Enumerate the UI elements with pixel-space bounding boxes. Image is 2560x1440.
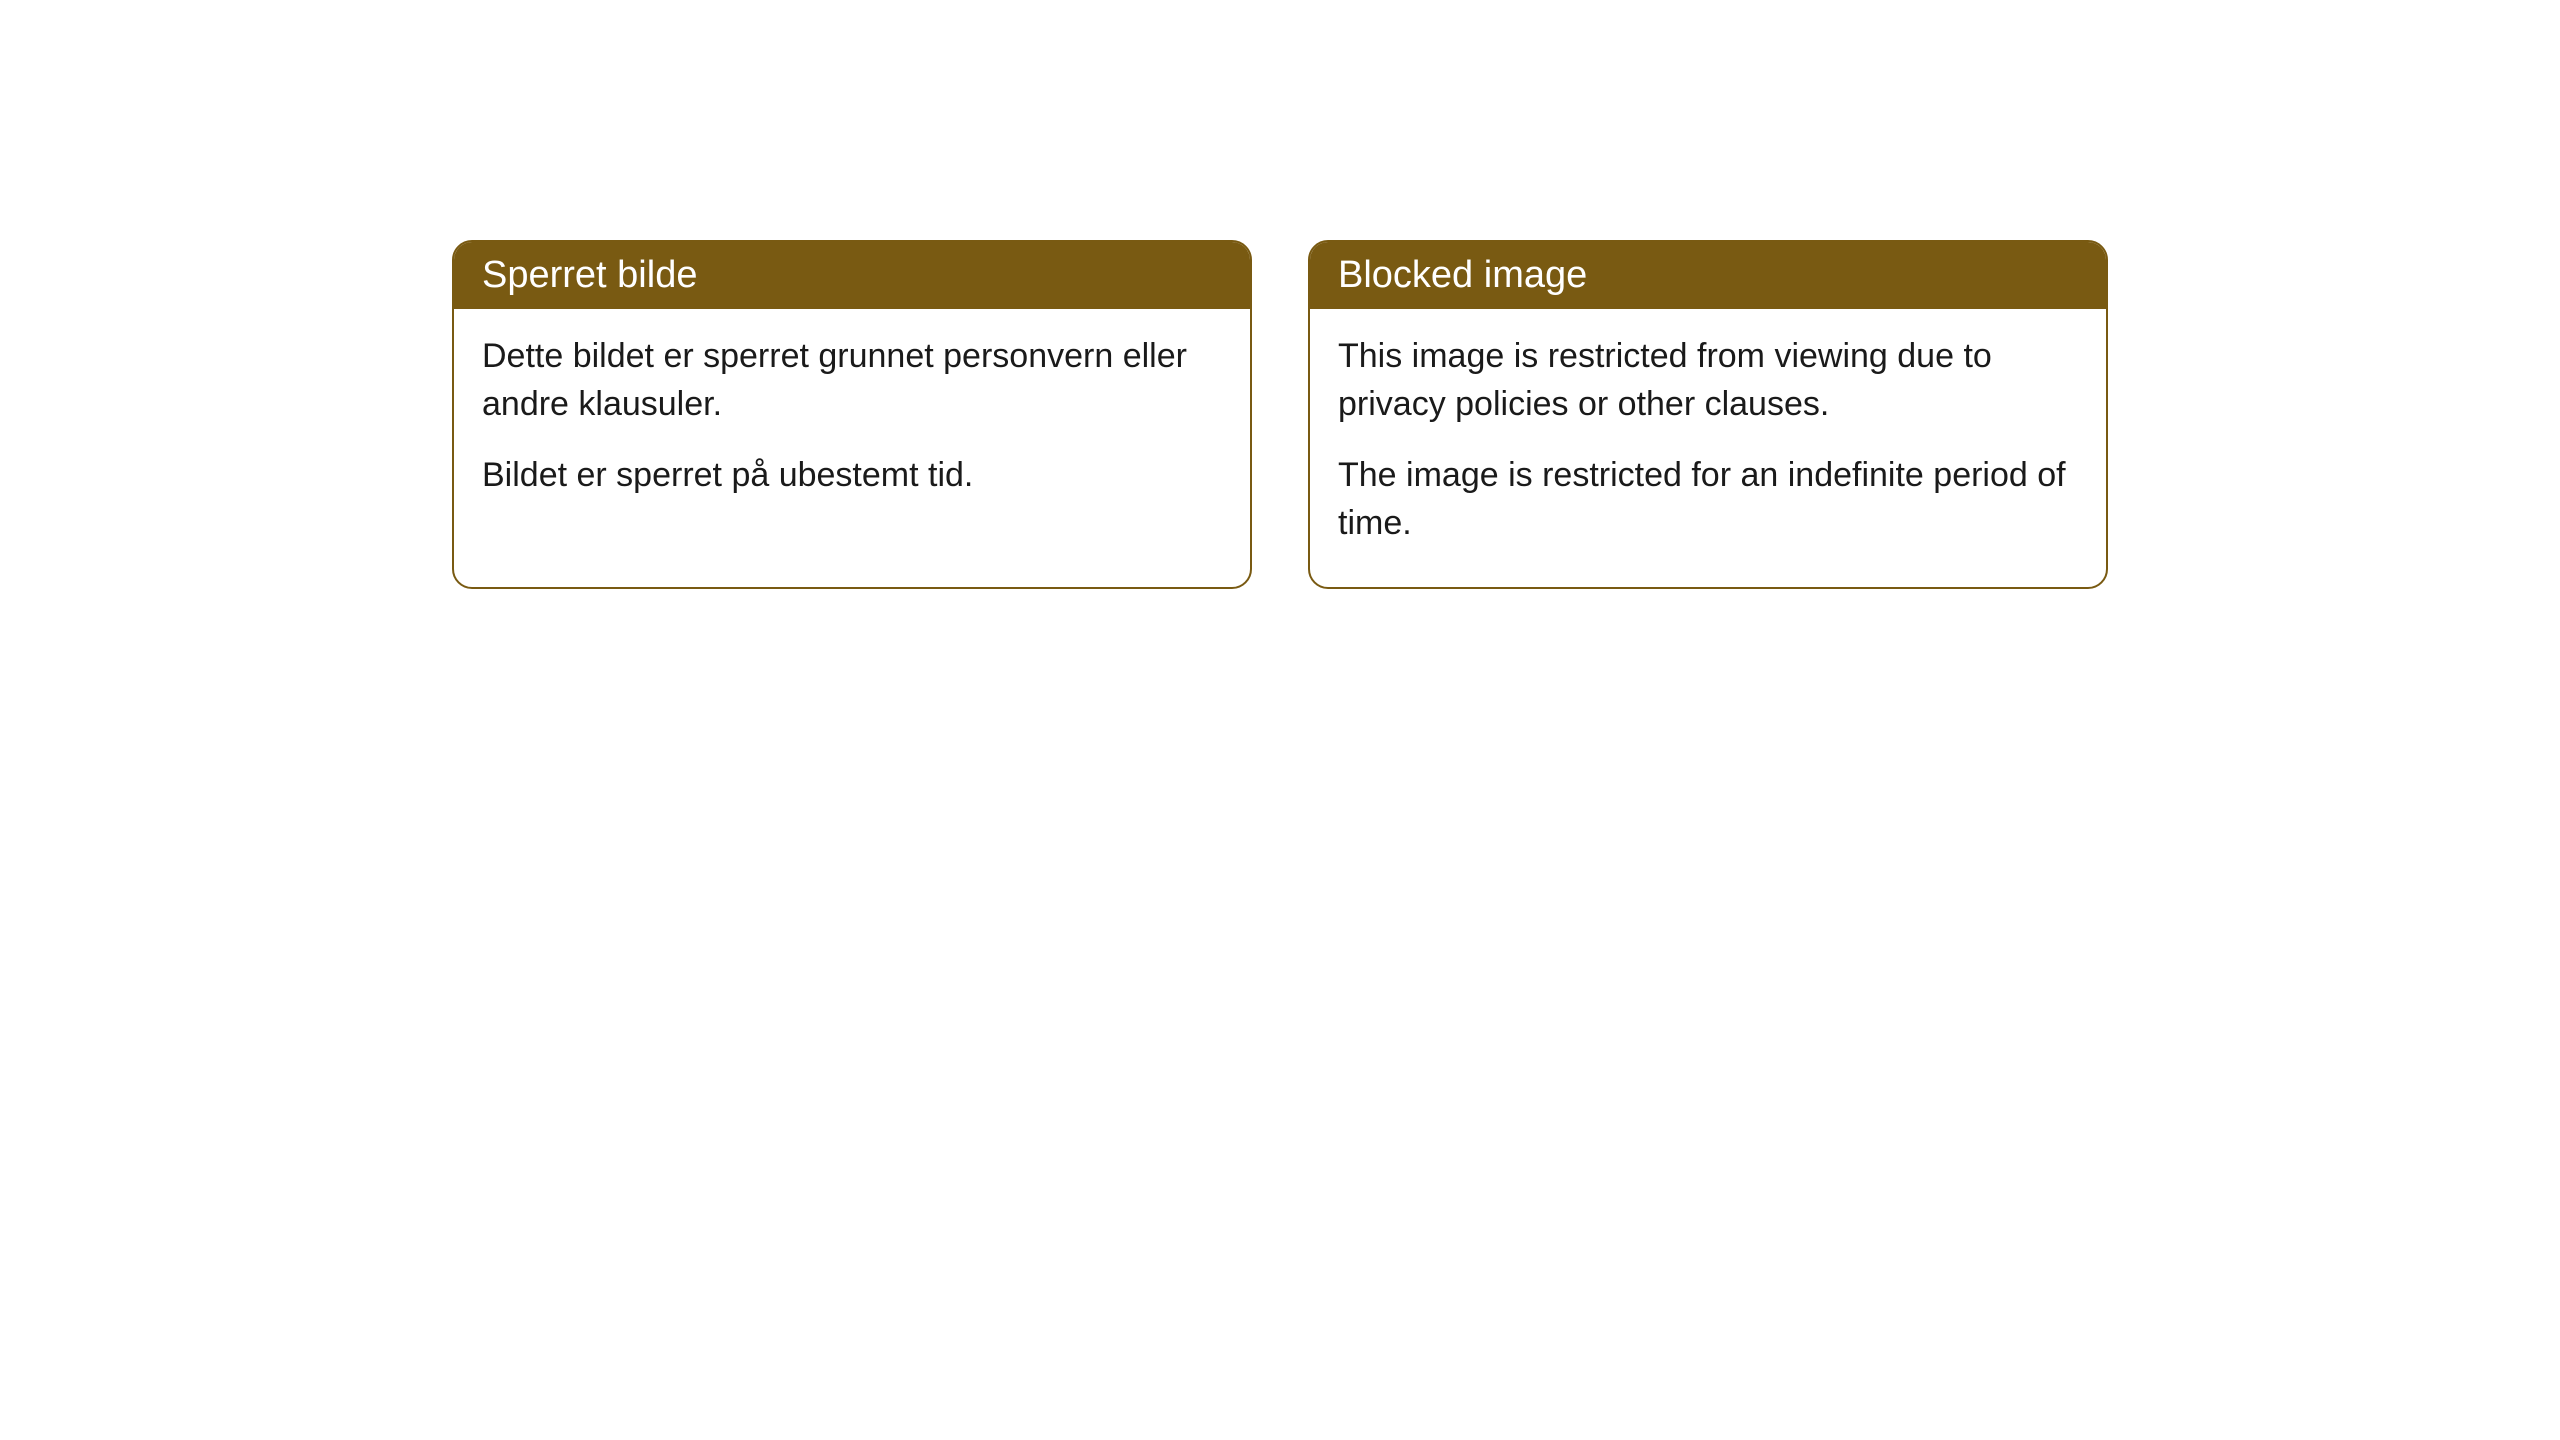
norwegian-paragraph-1: Dette bildet er sperret grunnet personve…	[482, 333, 1222, 428]
norwegian-card-body: Dette bildet er sperret grunnet personve…	[454, 309, 1250, 540]
english-card-title: Blocked image	[1310, 242, 2106, 309]
norwegian-paragraph-2: Bildet er sperret på ubestemt tid.	[482, 452, 1222, 500]
english-card-body: This image is restricted from viewing du…	[1310, 309, 2106, 587]
notice-container: Sperret bilde Dette bildet er sperret gr…	[0, 240, 2560, 589]
english-paragraph-1: This image is restricted from viewing du…	[1338, 333, 2078, 428]
english-notice-card: Blocked image This image is restricted f…	[1308, 240, 2108, 589]
norwegian-card-title: Sperret bilde	[454, 242, 1250, 309]
norwegian-notice-card: Sperret bilde Dette bildet er sperret gr…	[452, 240, 1252, 589]
english-paragraph-2: The image is restricted for an indefinit…	[1338, 452, 2078, 547]
